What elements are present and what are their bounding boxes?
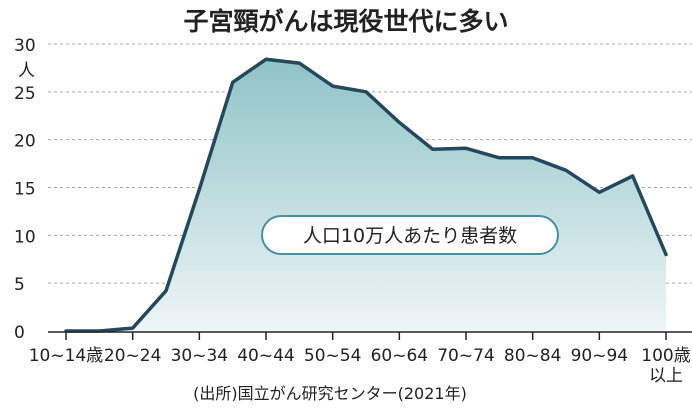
y-tick-label: 20: [14, 132, 36, 152]
x-axis-ticks: 10~14歳 20~24 30~34 40~44 50~54 60~64 70~74 80~8…: [29, 332, 691, 386]
x-tick-label: 70~74: [437, 346, 495, 366]
x-tick-label: 80~84: [504, 346, 562, 366]
x-tick-label: 10~14歳: [29, 346, 104, 366]
x-tick-label: 20~24: [104, 346, 162, 366]
annotation-text: 人口10万人あたり患者数: [303, 225, 517, 247]
y-tick-label: 30: [14, 36, 36, 56]
x-tick-label: 90~94: [571, 346, 629, 366]
x-tick-label: 60~64: [371, 346, 429, 366]
area-fill: [66, 59, 666, 332]
annotation-box: 人口10万人あたり患者数: [261, 215, 559, 255]
y-tick-label: 10: [14, 227, 36, 247]
x-tick-label: 30~34: [171, 346, 229, 366]
chart-title: 子宮頸がんは現役世代に多い: [183, 7, 508, 36]
series-line: [64, 57, 668, 333]
y-tick-label: 25: [14, 84, 36, 104]
x-tick-label: 100歳以上: [641, 346, 690, 386]
x-tick-label: 50~54: [304, 346, 362, 366]
x-tick-label: 40~44: [237, 346, 295, 366]
source-note: (出所)国立がん研究センター(2021年): [193, 384, 467, 403]
y-tick-label: 5: [14, 275, 25, 295]
y-axis-ticks: 0 5 10 15 20 25 30: [14, 36, 36, 343]
y-tick-label: 0: [14, 323, 25, 343]
y-tick-label: 15: [14, 180, 36, 200]
y-axis-unit: 人: [18, 61, 35, 81]
